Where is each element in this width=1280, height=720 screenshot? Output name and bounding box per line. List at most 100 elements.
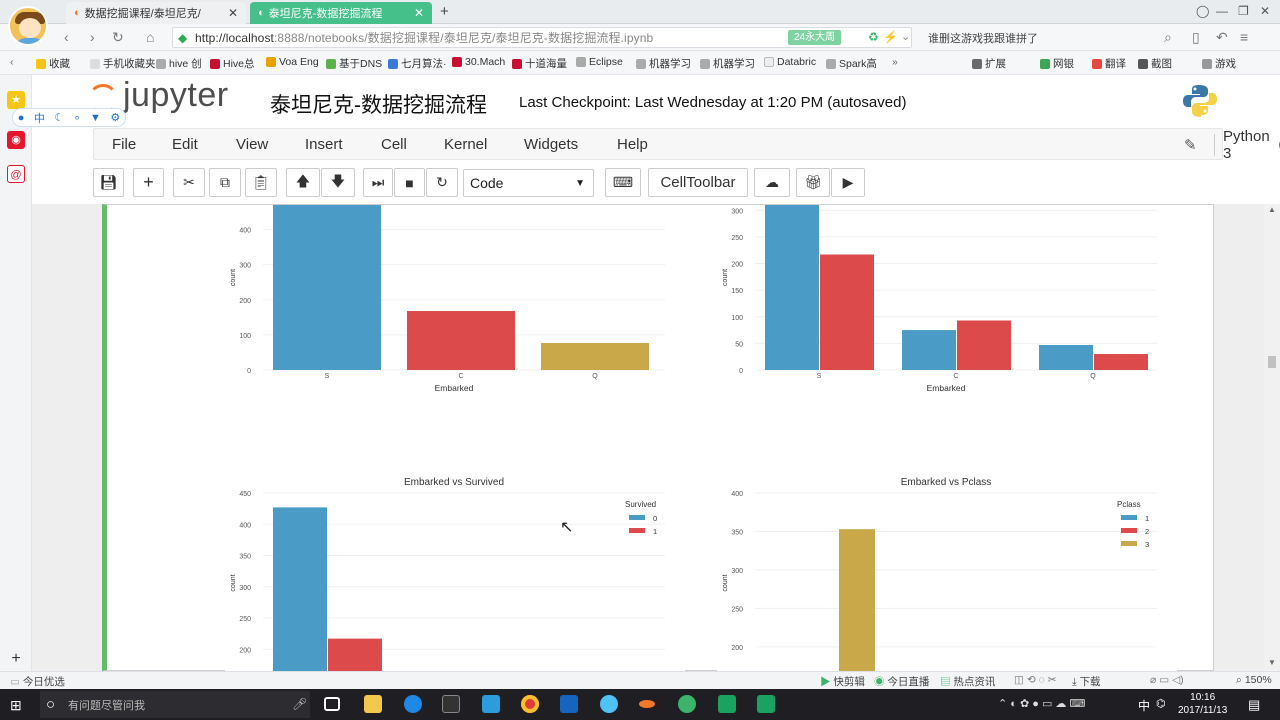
address-bar[interactable]: ◆ http://localhost:8888/notebooks/数据挖掘课程… <box>172 27 912 48</box>
menu-cell[interactable]: Cell <box>381 136 407 153</box>
minimize-icon[interactable]: — <box>1216 4 1228 18</box>
menu-edit[interactable]: Edit <box>172 136 198 153</box>
file-explorer-icon[interactable] <box>364 695 382 713</box>
bookmark-item[interactable]: 手机收藏夹 <box>90 56 156 71</box>
bookmark-item[interactable]: 七月算法· <box>388 56 447 71</box>
bookmark-item[interactable]: Eclipse <box>576 56 623 68</box>
bookmark-item[interactable]: Hive总 <box>210 56 255 71</box>
scrollbar-thumb[interactable] <box>1268 356 1276 368</box>
notebook-name[interactable]: 泰坦尼克-数据挖掘流程 <box>270 94 487 117</box>
tv-badge[interactable]: 24永大周 <box>788 30 842 45</box>
ime-skin-icon[interactable]: ▼ <box>90 111 101 124</box>
close-icon[interactable]: ✕ <box>227 6 238 20</box>
store-icon[interactable] <box>442 695 460 713</box>
bookmark-item[interactable]: Voa Eng <box>266 56 319 68</box>
restart-button[interactable]: ↻ <box>426 168 458 197</box>
maximize-icon[interactable]: ❐ <box>1238 4 1249 18</box>
upload-button[interactable]: ☁ <box>754 168 790 197</box>
reload-icon[interactable]: ↻ <box>112 29 124 45</box>
menu-widgets[interactable]: Widgets <box>524 136 579 153</box>
new-tab-plus-icon[interactable]: + <box>440 3 449 20</box>
forward-icon[interactable]: › <box>90 29 95 45</box>
cortana-search-box[interactable]: ○ 有问题尽管问我 🎤︎ <box>40 691 310 718</box>
cut-button[interactable]: ✂ <box>173 168 205 197</box>
ime-lang-icon[interactable]: 中 <box>33 112 45 125</box>
menu-icon[interactable]: ≡ <box>1240 29 1249 45</box>
paste-button[interactable]: 📋︎ <box>245 168 277 197</box>
bookmark-item[interactable]: 十道海量 <box>512 56 567 71</box>
bookmark-item[interactable]: 收藏 <box>36 56 70 71</box>
refresh-green-icon[interactable]: ♻ <box>868 30 879 44</box>
bank-button[interactable]: 网银 <box>1040 56 1074 71</box>
output-cell[interactable]: ▯ ⤢ ▣ ⇱ ⚙ 0100200300400SCQEmbarkedcount … <box>102 204 1214 671</box>
ime-floating-toolbar[interactable]: ● 中 ☾ ∘ ▼ ⚙ <box>12 108 126 127</box>
search-hint[interactable]: 谁删这游戏我跟谁拼了 <box>928 33 1038 45</box>
skin-icon[interactable]: ◯ <box>1196 4 1210 18</box>
download-button[interactable]: ⤓ 下载 <box>1072 674 1101 689</box>
ime-moon-icon[interactable]: ☾ <box>54 112 65 124</box>
save-button[interactable]: 💾︎ <box>93 168 124 197</box>
undo-icon[interactable]: ↶ <box>1216 29 1228 45</box>
move-down-button[interactable]: 🡇 <box>321 168 355 197</box>
status-extra-icons[interactable]: ⌀ ▭ ◁) <box>1150 674 1184 686</box>
screenshot-button[interactable]: 截图 <box>1138 56 1172 71</box>
add-sidebar-icon[interactable]: + <box>11 650 21 667</box>
status-item[interactable]: ▶ 快剪辑 <box>820 674 865 689</box>
bookmark-item[interactable]: 基于DNS <box>326 56 382 71</box>
bookmark-item[interactable]: Spark高 <box>826 56 877 71</box>
status-tool-icons[interactable]: ◫ ⟲ ◌ ✂ <box>1014 674 1057 686</box>
scroll-down-icon[interactable]: ▼ <box>1268 658 1276 667</box>
zoom-level[interactable]: ⌕ 150% <box>1236 674 1272 687</box>
status-item[interactable]: ▤ 热点资讯 <box>940 674 995 689</box>
tray-icons[interactable]: ⌃ ◐ ✿ ● ▭ ☁ ⌨ <box>998 698 1086 710</box>
status-item[interactable]: ◉ 今日直播 <box>874 674 929 689</box>
move-up-button[interactable]: 🡅 <box>286 168 320 197</box>
bookmark-page-icon[interactable]: ▯ <box>1192 29 1200 45</box>
games-button[interactable]: 游戏 <box>1202 56 1236 71</box>
youtube-button[interactable]: ▶ <box>831 168 865 197</box>
run-button[interactable]: ⏭ <box>363 168 393 197</box>
weibo-icon[interactable]: ◉ <box>7 131 25 149</box>
chrome-icon[interactable] <box>521 695 539 713</box>
ime-dot-icon[interactable]: ∘ <box>73 112 81 124</box>
microphone-icon[interactable]: 🎤︎ <box>292 697 308 711</box>
user-avatar[interactable] <box>8 6 48 46</box>
jupyter-logo-text[interactable]: jupyter <box>123 76 229 114</box>
favorites-star-icon[interactable]: ★ <box>7 91 25 109</box>
home-icon[interactable]: ⌂ <box>146 29 155 45</box>
edge-icon[interactable] <box>404 695 422 713</box>
ime-logo-icon[interactable]: ● <box>17 111 25 124</box>
menu-view[interactable]: View <box>236 136 269 153</box>
close-icon[interactable]: ✕ <box>413 6 424 20</box>
window-close-icon[interactable]: ✕ <box>1260 4 1271 18</box>
360-browser-icon[interactable] <box>678 695 696 713</box>
mail-at-icon[interactable]: @ <box>7 165 25 183</box>
recorder-icon[interactable] <box>757 695 775 713</box>
gift-button[interactable]: 🎁︎ <box>796 168 830 197</box>
lightning-icon[interactable]: ⚡ <box>883 30 898 44</box>
browser-tab-notebook[interactable]: ◐ 泰坦尼克-数据挖掘流程 ✕ <box>250 2 432 24</box>
browser-tab-course[interactable]: ◐ 数据挖掘课程/泰坦尼克/ ✕ <box>66 2 246 24</box>
scroll-up-icon[interactable]: ▲ <box>1268 205 1276 214</box>
extensions-button[interactable]: 扩展 <box>972 56 1006 71</box>
translate-button[interactable]: 翻译 <box>1092 56 1126 71</box>
ime-settings-icon[interactable]: ⚙ <box>110 112 121 124</box>
back-icon[interactable]: ‹ <box>64 29 69 45</box>
search-icon[interactable]: ⌕ <box>1164 29 1172 45</box>
notebook-container[interactable]: ▯ ⤢ ▣ ⇱ ⚙ 0100200300400SCQEmbarkedcount … <box>32 204 1280 671</box>
bookmarks-toggle-icon[interactable]: ‹ <box>10 56 14 68</box>
more-bookmarks-icon[interactable]: » <box>892 56 898 68</box>
edit-pencil-icon[interactable]: ✎ <box>1184 137 1197 154</box>
bookmark-item[interactable]: 机器学习 <box>636 56 691 71</box>
bookmark-item[interactable]: hive 创 <box>156 56 202 71</box>
page-scrollbar[interactable]: ▲ ▼ <box>1264 204 1280 671</box>
menu-insert[interactable]: Insert <box>305 136 343 153</box>
insert-cell-button[interactable]: + <box>133 168 164 197</box>
bookmark-item[interactable]: 机器学习 <box>700 56 755 71</box>
windows-start-icon[interactable]: ⊞ <box>10 697 22 713</box>
taskbar-clock[interactable]: 10:16 2017/11/13 <box>1178 691 1227 717</box>
app-icon[interactable] <box>482 695 500 713</box>
deals-link[interactable]: ▭ 今日优选 <box>10 674 65 689</box>
jupyter-taskbar-icon[interactable] <box>639 700 655 708</box>
cell-type-select[interactable]: Code ▼ <box>463 169 594 197</box>
